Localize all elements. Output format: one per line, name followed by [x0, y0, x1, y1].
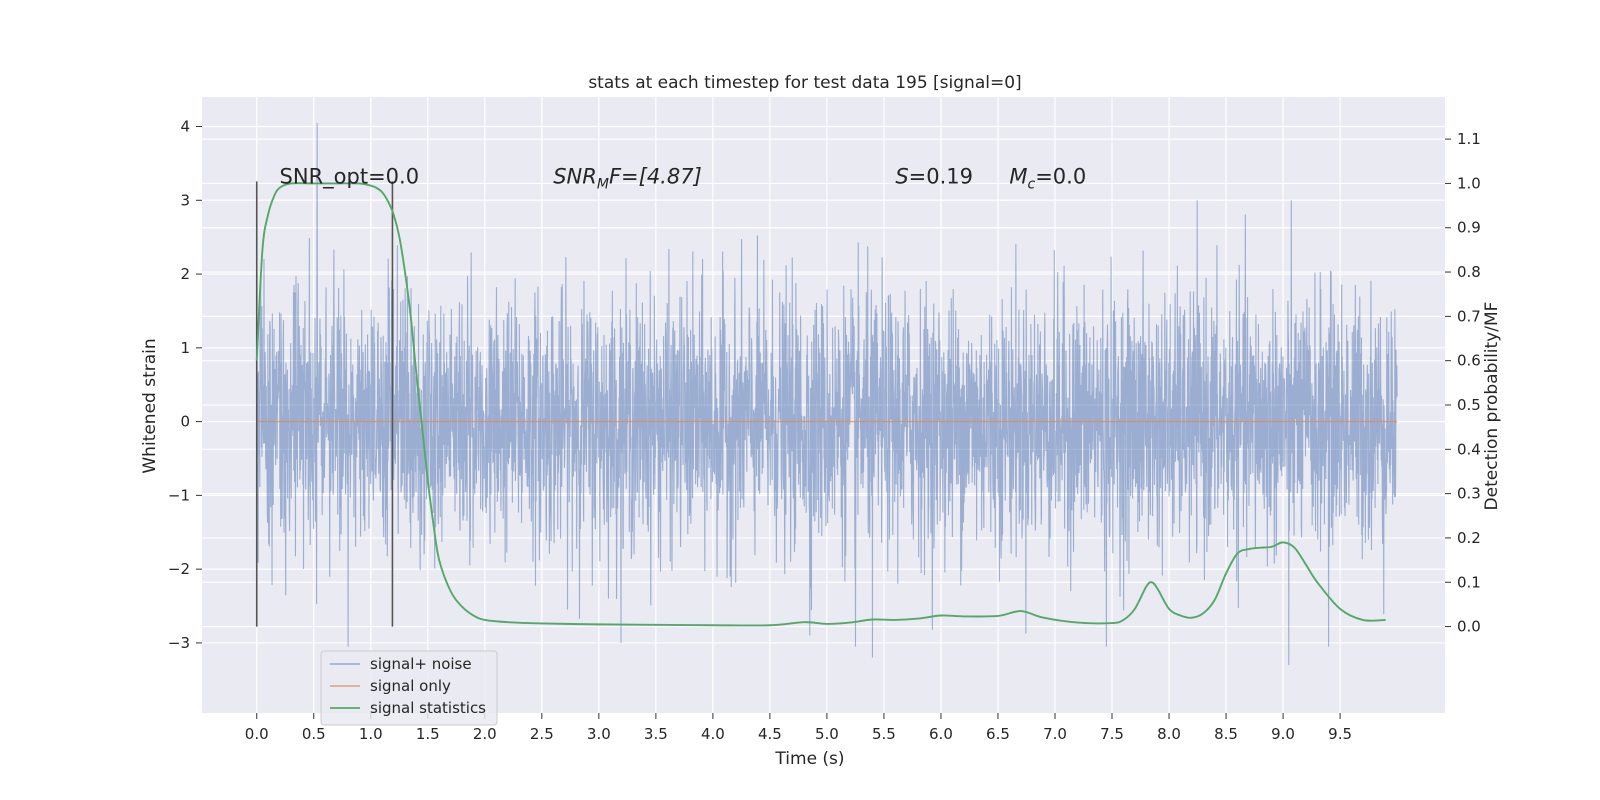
y2-tick-label: 0.9	[1457, 219, 1481, 237]
legend-label-signal-only: signal only	[370, 677, 451, 695]
x-tick-label: 2.0	[473, 725, 497, 743]
annotation-snr-mf: SNRMF=[4.87]	[553, 164, 702, 192]
y-tick-label: 4	[180, 118, 190, 136]
x-tick-label: 4.0	[701, 725, 725, 743]
chart-title: stats at each timestep for test data 195…	[588, 73, 1021, 93]
x-tick-label: 9.0	[1271, 725, 1295, 743]
series-signal-statistics	[255, 182, 1386, 627]
y2-tick-label: 0.4	[1457, 440, 1481, 458]
y-tick-label: −1	[168, 486, 190, 504]
y-tick-label: 1	[180, 339, 190, 357]
annotation-s-stat: S=0.19	[895, 164, 973, 188]
annotation-snr-mf-base: SNR	[553, 164, 597, 188]
series-line-signal-plus-noise	[256, 122, 1398, 666]
x-tick-label: 5.0	[815, 725, 839, 743]
y-tick-label: 2	[180, 265, 190, 283]
y2-tick-label: 1.1	[1457, 130, 1481, 148]
y2-tick-label: 0.3	[1457, 485, 1481, 503]
y-tick-label: 0	[180, 413, 190, 431]
annotation-snr-mf-sub: M	[597, 176, 609, 192]
x-tick-label: 6.5	[986, 725, 1010, 743]
y2-tick-label: 0.2	[1457, 529, 1481, 547]
y-tick-label: −3	[168, 634, 190, 652]
y2-tick-label: 0.1	[1457, 573, 1481, 591]
annotation-chirp-mass: Mc=0.0	[1009, 164, 1086, 192]
x-tick-label: 8.5	[1214, 725, 1238, 743]
y2-axis-ticks: 1.1 1.0 0.9 0.8 0.7 0.6 0.5 0.4 0.3 0.2 0.1 0.0	[1445, 130, 1481, 636]
y2-tick-label: 0.6	[1457, 352, 1481, 370]
y-tick-label: 3	[180, 191, 190, 209]
x-tick-label: 6.0	[929, 725, 953, 743]
x-tick-label: 0.0	[245, 725, 269, 743]
x-tick-label: 1.5	[416, 725, 440, 743]
y2-tick-label: 0.8	[1457, 263, 1481, 281]
y2-tick-label: 0.7	[1457, 307, 1481, 325]
x-tick-label: 7.5	[1100, 725, 1124, 743]
series-line-signal-statistics	[255, 182, 1386, 627]
x-tick-label: 0.5	[302, 725, 326, 743]
y2-tick-label: 0.0	[1457, 618, 1481, 636]
y-axis-ticks: 4 3 2 1 0 −1 −2 −3	[168, 118, 202, 652]
x-tick-label: 4.5	[758, 725, 782, 743]
x-tick-label: 3.0	[587, 725, 611, 743]
x-tick-label: 1.0	[359, 725, 383, 743]
x-tick-label: 3.5	[644, 725, 668, 743]
y-tick-label: −2	[168, 560, 190, 578]
x-tick-label: 7.0	[1043, 725, 1067, 743]
y2-axis-label: Detection probability/MF	[1482, 302, 1502, 511]
marker-lines	[255, 181, 394, 627]
legend: signal+ noise signal only signal statist…	[320, 650, 498, 726]
y-axis-label: Whitened strain	[140, 338, 160, 473]
y2-tick-label: 1.0	[1457, 174, 1481, 192]
annotation-mc-rest: =0.0	[1035, 164, 1086, 188]
x-axis-label: Time (s)	[774, 749, 844, 769]
x-tick-label: 8.0	[1157, 725, 1181, 743]
annotation-snr-opt: SNR_opt=0.0	[280, 164, 420, 189]
annotation-s-rest: =0.19	[909, 164, 973, 188]
legend-label-signal-statistics: signal statistics	[370, 699, 486, 717]
annotation-s-base: S	[895, 164, 908, 188]
annotations: SNR_opt=0.0 SNRMF=[4.87] S=0.19 Mc=0.0	[280, 164, 1087, 192]
x-tick-label: 9.5	[1328, 725, 1352, 743]
annotation-mc-base: M	[1009, 164, 1027, 188]
annotation-mc-sub: c	[1028, 176, 1036, 192]
x-axis-ticks: 0.0 0.5 1.0 1.5 2.0 2.5 3.0 3.5 4.0 4.5 5.0 5.5 6.0 6…	[245, 713, 1352, 743]
y2-tick-label: 0.5	[1457, 396, 1481, 414]
legend-label-signal-plus-noise: signal+ noise	[370, 655, 472, 673]
x-tick-label: 5.5	[872, 725, 896, 743]
annotation-snr-mf-rest: F=[4.87]	[609, 164, 702, 188]
series-signal-plus-noise	[256, 122, 1398, 666]
legend-box	[320, 650, 498, 726]
x-tick-label: 2.5	[530, 725, 554, 743]
